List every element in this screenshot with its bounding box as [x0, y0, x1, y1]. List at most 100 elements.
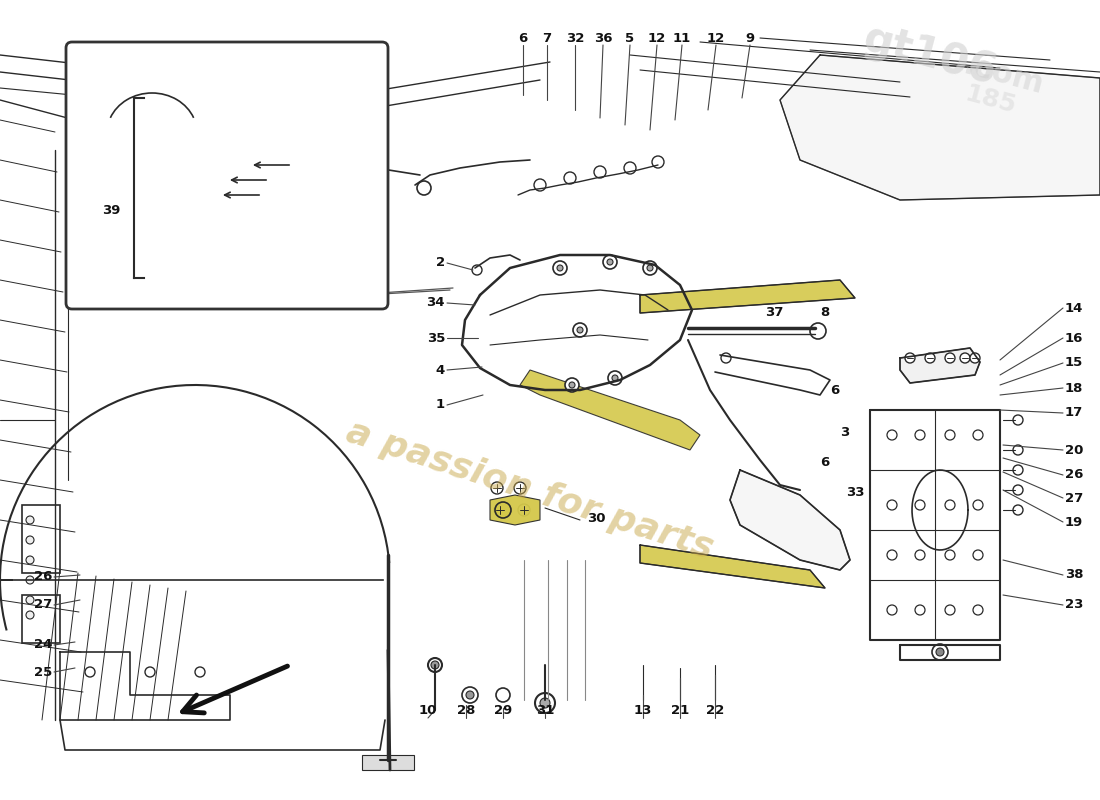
Circle shape: [945, 430, 955, 440]
Circle shape: [417, 181, 431, 195]
Circle shape: [594, 166, 606, 178]
Circle shape: [161, 166, 179, 184]
Circle shape: [612, 375, 618, 381]
Text: 3: 3: [840, 426, 849, 438]
Circle shape: [974, 605, 983, 615]
Circle shape: [26, 556, 34, 564]
Circle shape: [887, 550, 896, 560]
Circle shape: [915, 430, 925, 440]
Text: 31: 31: [536, 703, 554, 717]
Text: 36: 36: [594, 31, 613, 45]
Circle shape: [157, 95, 167, 105]
Circle shape: [161, 149, 179, 167]
Circle shape: [431, 661, 439, 669]
Text: 21: 21: [671, 703, 689, 717]
Text: 6: 6: [830, 383, 839, 397]
Circle shape: [462, 687, 478, 703]
Text: 14: 14: [1065, 302, 1084, 314]
Circle shape: [887, 605, 896, 615]
Circle shape: [974, 500, 983, 510]
Circle shape: [644, 261, 657, 275]
Circle shape: [1013, 445, 1023, 455]
Polygon shape: [640, 545, 825, 588]
Circle shape: [316, 82, 328, 94]
Text: 35: 35: [427, 331, 446, 345]
Circle shape: [945, 500, 955, 510]
Circle shape: [647, 265, 653, 271]
Circle shape: [491, 482, 503, 494]
Text: 25: 25: [34, 666, 52, 678]
Text: 32: 32: [565, 31, 584, 45]
Circle shape: [564, 172, 576, 184]
Circle shape: [720, 353, 732, 363]
Circle shape: [557, 265, 563, 271]
Text: 27: 27: [1065, 491, 1084, 505]
Circle shape: [26, 611, 34, 619]
Text: 22: 22: [706, 703, 724, 717]
Text: 34: 34: [427, 297, 446, 310]
Circle shape: [534, 179, 546, 191]
Text: 7: 7: [542, 31, 551, 45]
Circle shape: [143, 111, 151, 119]
Circle shape: [970, 353, 980, 363]
Circle shape: [1013, 465, 1023, 475]
Circle shape: [165, 153, 175, 163]
Circle shape: [142, 153, 152, 163]
Circle shape: [165, 170, 175, 180]
Text: 39: 39: [101, 203, 120, 217]
Circle shape: [142, 170, 152, 180]
Text: 6: 6: [518, 31, 528, 45]
Circle shape: [887, 430, 896, 440]
Circle shape: [138, 166, 156, 184]
Text: 4: 4: [436, 363, 446, 377]
Polygon shape: [730, 470, 850, 570]
Circle shape: [974, 550, 983, 560]
Text: 15: 15: [1065, 357, 1084, 370]
Circle shape: [569, 382, 575, 388]
Text: 10: 10: [419, 703, 437, 717]
Bar: [282, 152, 296, 166]
Text: 1: 1: [436, 398, 446, 411]
Text: 24: 24: [34, 638, 52, 651]
Circle shape: [925, 353, 935, 363]
Circle shape: [26, 536, 34, 544]
Circle shape: [565, 378, 579, 392]
Circle shape: [915, 550, 925, 560]
Circle shape: [195, 667, 205, 677]
Text: 26: 26: [1065, 469, 1084, 482]
Text: 19: 19: [1065, 515, 1084, 529]
Circle shape: [578, 327, 583, 333]
Polygon shape: [520, 370, 700, 450]
Circle shape: [932, 644, 948, 660]
Circle shape: [624, 162, 636, 174]
Circle shape: [139, 220, 148, 230]
Text: 23: 23: [1065, 598, 1084, 611]
Circle shape: [652, 156, 664, 168]
Circle shape: [607, 259, 613, 265]
Polygon shape: [780, 55, 1100, 200]
Text: 20: 20: [1065, 443, 1084, 457]
Text: 12: 12: [707, 31, 725, 45]
Circle shape: [603, 255, 617, 269]
Text: 12: 12: [648, 31, 667, 45]
Circle shape: [1013, 415, 1023, 425]
Text: 8: 8: [820, 306, 829, 319]
Circle shape: [1013, 485, 1023, 495]
Text: 185: 185: [961, 82, 1019, 118]
Circle shape: [915, 500, 925, 510]
FancyBboxPatch shape: [66, 42, 388, 309]
Circle shape: [1013, 505, 1023, 515]
Text: 11: 11: [673, 31, 691, 45]
Circle shape: [535, 693, 556, 713]
Circle shape: [887, 500, 896, 510]
Text: 26: 26: [34, 570, 52, 583]
Circle shape: [514, 482, 526, 494]
Circle shape: [960, 353, 970, 363]
Circle shape: [138, 149, 156, 167]
Text: 18: 18: [1065, 382, 1084, 394]
Text: 38: 38: [1065, 569, 1084, 582]
Circle shape: [85, 667, 95, 677]
Bar: [22, 505, 61, 573]
Polygon shape: [900, 348, 980, 383]
Circle shape: [518, 504, 530, 516]
